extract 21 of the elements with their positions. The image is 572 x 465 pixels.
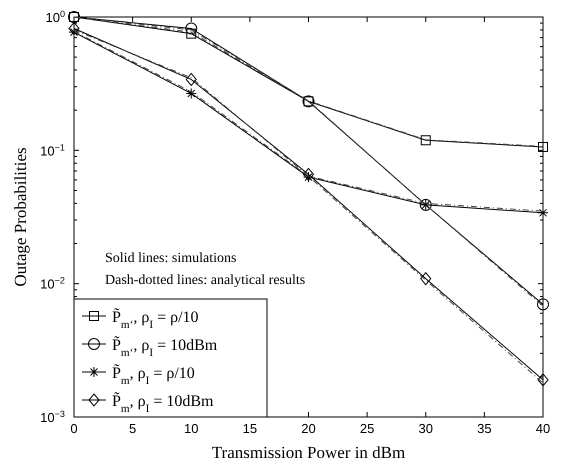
- x-tick-label: 20: [301, 421, 316, 436]
- x-tick-label: 5: [129, 421, 136, 436]
- y-axis-title: Outage Probabilities: [11, 147, 30, 287]
- x-tick-label: 40: [536, 421, 550, 436]
- x-tick-label: 10: [184, 421, 198, 436]
- y-tick-label: 10$^{0}$: [45, 9, 65, 25]
- legend-label: P̃$_{m}$, ρ$_{I}$ = ρ/10: [112, 364, 195, 387]
- x-tick-label: 0: [70, 421, 78, 436]
- annotation: Dash-dotted lines: analytical results: [105, 273, 306, 288]
- x-axis-title: Transmission Power in dBm: [212, 443, 406, 462]
- x-tick-label: 15: [242, 421, 258, 436]
- x-tick-label: 25: [360, 421, 374, 436]
- annotation: Solid lines: simulations: [105, 251, 236, 266]
- x-tick-label: 30: [418, 421, 433, 436]
- y-tick-label: 10$^{−1}$: [40, 142, 65, 158]
- y-tick-label: 10$^{−2}$: [40, 276, 65, 292]
- legend-label: P̃$_{m‘}$, ρ$_{I}$ = ρ/10: [112, 308, 199, 331]
- x-tick-label: 35: [477, 421, 492, 436]
- y-tick-label: 10$^{−3}$: [40, 409, 65, 425]
- legend-label: P̃$_{m}$, ρ$_{I}$ = 10dBm: [112, 392, 214, 415]
- legend-label: P̃$_{m‘}$, ρ$_{I}$ = 10dBm: [112, 336, 218, 359]
